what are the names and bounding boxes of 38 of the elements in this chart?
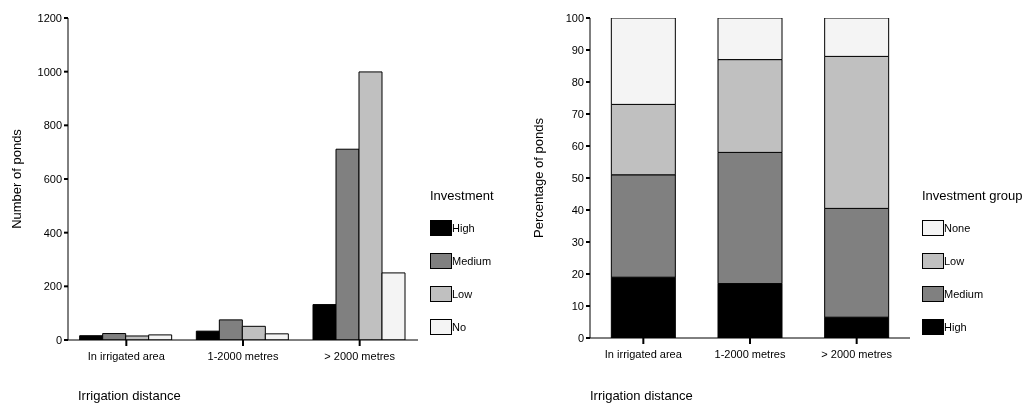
y-tick-label: 70 (571, 107, 584, 120)
y-tick-label: 400 (43, 226, 62, 239)
legend-label: None (944, 222, 971, 234)
legend-label: Medium (944, 288, 984, 300)
y-tick-label: 1000 (37, 65, 62, 78)
y-tick-label: 10 (571, 299, 584, 312)
legend-label: High (944, 321, 967, 333)
x-tick-label: In irrigated area (87, 350, 166, 362)
y-tick-label: 800 (43, 119, 62, 132)
y-tick-label: 0 (55, 333, 62, 346)
y-tick-label: 0 (577, 331, 584, 344)
legend-label: No (452, 321, 467, 333)
legend-label: Low (944, 255, 965, 267)
x-tick-label: > 2000 metres (821, 348, 893, 360)
x-tick-label: > 2000 metres (324, 350, 396, 362)
y-tick-label: 40 (571, 203, 584, 216)
legend-title: Investment group (922, 188, 1023, 203)
y-axis-title: Number of ponds (8, 128, 24, 229)
y-tick-label: 600 (43, 172, 62, 185)
x-tick-label: In irrigated area (604, 348, 683, 360)
y-tick-label: 50 (571, 171, 584, 184)
y-tick-label: 30 (571, 235, 584, 248)
y-tick-label: 200 (43, 280, 62, 293)
legend-label: High (452, 222, 475, 234)
x-tick-label: 1-2000 metres (714, 348, 786, 360)
y-tick-label: 100 (565, 11, 584, 24)
x-axis-title: Irrigation distance (78, 388, 181, 403)
y-tick-label: 60 (571, 139, 584, 152)
legend-title: Investment (430, 188, 494, 203)
y-tick-label: 20 (571, 267, 584, 280)
legend-label: Medium (452, 255, 492, 267)
y-tick-label: 1200 (37, 11, 62, 24)
legend-label: Low (452, 288, 473, 300)
y-tick-label: 80 (571, 75, 584, 88)
y-axis-title: Percentage of ponds (530, 117, 546, 238)
x-tick-label: 1-2000 metres (207, 350, 279, 362)
x-axis-title: Irrigation distance (590, 388, 693, 403)
y-tick-label: 90 (571, 43, 584, 56)
